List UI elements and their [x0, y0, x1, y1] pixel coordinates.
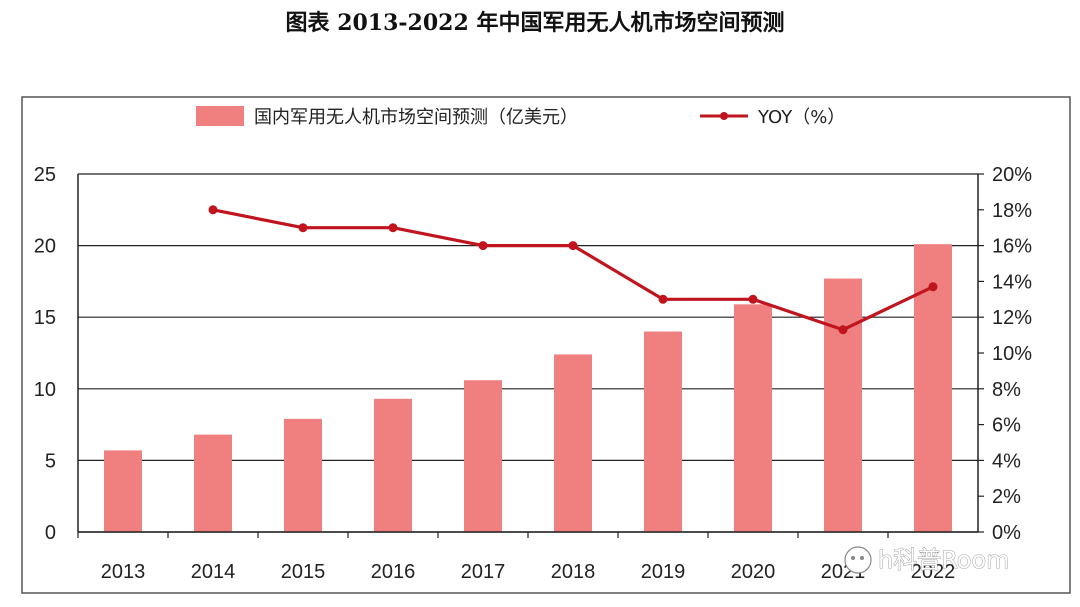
y-right-tick-label: 8%	[992, 379, 1021, 401]
y-right-tick-label: 2%	[992, 486, 1021, 508]
watermark: h科普Room	[844, 546, 1010, 574]
y-right-tick-label: 18%	[992, 200, 1032, 222]
y-right-tick-label: 16%	[992, 236, 1032, 258]
y-right-tick-label: 4%	[992, 450, 1021, 472]
y-right-tick-label: 12%	[992, 307, 1032, 329]
chart-frame	[21, 96, 1071, 594]
yoy-point-2018	[568, 241, 578, 251]
y-left-tick-label: 5	[45, 450, 56, 472]
bar-2015	[284, 418, 322, 532]
yoy-point-2015	[298, 223, 308, 233]
yoy-point-2017	[478, 241, 488, 251]
wechat-icon	[844, 546, 872, 574]
x-tick-label-2017: 2017	[461, 561, 506, 583]
legend-line-marker	[720, 112, 728, 120]
bar-2017	[464, 380, 502, 532]
y-right-tick-label: 6%	[992, 415, 1021, 437]
yoy-point-2022	[928, 282, 938, 292]
y-left-tick-label: 0	[45, 522, 56, 544]
bar-2016	[374, 398, 412, 532]
x-tick-label-2015: 2015	[281, 561, 326, 583]
x-tick-label-2019: 2019	[641, 561, 686, 583]
yoy-point-2016	[388, 223, 398, 233]
wechat-icon-eye-right	[860, 556, 864, 560]
y-left-tick-label: 20	[34, 236, 56, 258]
x-tick-label-2022: 2022	[911, 561, 956, 583]
yoy-point-2014	[208, 205, 218, 215]
y-right-tick-label: 14%	[992, 271, 1032, 293]
yoy-point-2021	[838, 325, 848, 335]
bar-2020	[734, 304, 772, 532]
y-right-tick-label: 0%	[992, 522, 1021, 544]
x-tick-label-2018: 2018	[551, 561, 596, 583]
wechat-icon-eye-left	[851, 556, 855, 560]
bar-series	[104, 244, 952, 532]
bar-2019	[644, 331, 682, 532]
bar-2018	[554, 354, 592, 532]
x-tick-label-2016: 2016	[371, 561, 416, 583]
chart-title: 图表 2013-2022 年中国军用无人机市场空间预测	[286, 10, 785, 36]
y-right-tick-label: 20%	[992, 164, 1032, 186]
legend: 国内军用无人机市场空间预测（亿美元） YOY（%）	[196, 106, 845, 128]
bar-2013	[104, 450, 142, 532]
bar-2021	[824, 278, 862, 532]
x-tick-label-2013: 2013	[101, 561, 146, 583]
legend-line-label: YOY（%）	[757, 107, 845, 128]
x-tick-label-2014: 2014	[191, 561, 236, 583]
yoy-line-series	[208, 205, 938, 335]
yoy-point-2019	[658, 294, 668, 304]
legend-bar-swatch	[196, 106, 244, 126]
y-right-tick-label: 10%	[992, 343, 1032, 365]
y-left-tick-label: 25	[34, 164, 56, 186]
x-tick-label-2020: 2020	[731, 561, 776, 583]
y-left-tick-label: 15	[34, 307, 56, 329]
y-left-tick-label: 10	[34, 379, 56, 401]
bar-2014	[194, 434, 232, 532]
legend-bar-label: 国内军用无人机市场空间预测（亿美元）	[254, 107, 578, 128]
yoy-point-2020	[748, 294, 758, 304]
axes: 0 5 10 15 20 25 0% 2% 4% 6% 8% 10% 12% 14% 16% 18% 20% 20…	[34, 164, 1032, 583]
watermark-text: h科普Room	[878, 546, 1010, 574]
